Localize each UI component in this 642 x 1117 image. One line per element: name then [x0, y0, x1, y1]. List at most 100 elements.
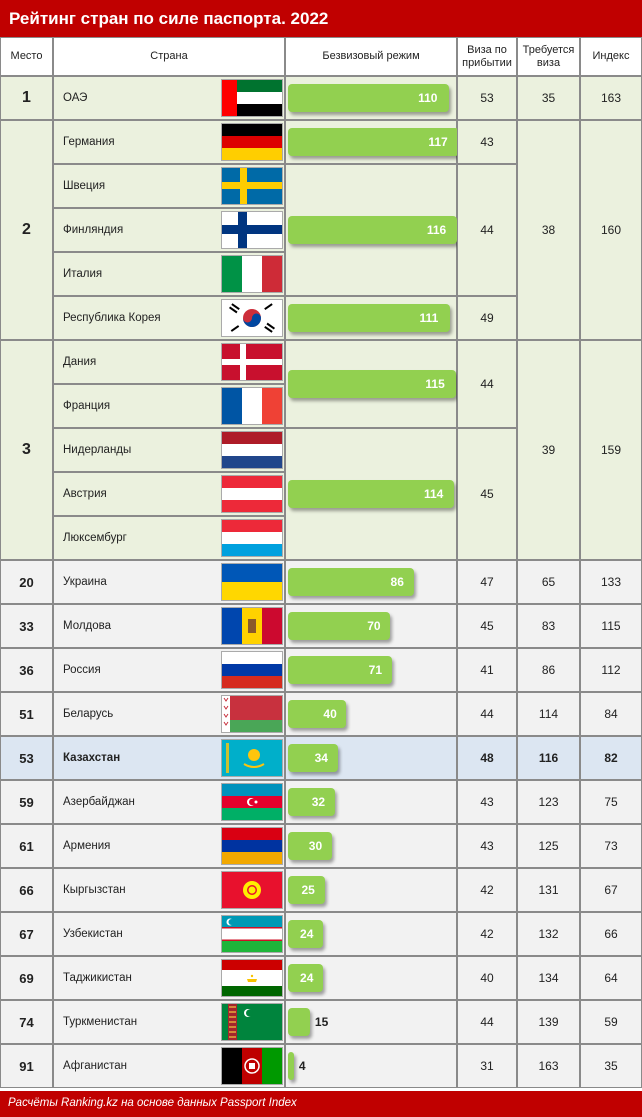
header-country: Страна	[53, 37, 285, 76]
index-cell: 66	[580, 912, 642, 956]
visa-free-value-label: 34	[314, 751, 328, 765]
visa-required-cell: 163	[517, 1044, 580, 1088]
index-cell: 35	[580, 1044, 642, 1088]
index-cell: 84	[580, 692, 642, 736]
sweden-flag-icon	[221, 167, 283, 205]
index-cell: 133	[580, 560, 642, 604]
visa-required-cell: 139	[517, 1000, 580, 1044]
index-cell: 159	[580, 340, 642, 560]
index-cell: 112	[580, 648, 642, 692]
visa-on-arrival-cell: 49	[457, 296, 517, 340]
rank-cell: 67	[0, 912, 53, 956]
index-cell: 67	[580, 868, 642, 912]
visa-free-value-label: 111	[419, 311, 439, 325]
italy-flag-icon	[221, 255, 283, 293]
visa-on-arrival-cell: 40	[457, 956, 517, 1000]
armenia-flag-icon	[221, 827, 283, 865]
visa-free-value-label: 24	[300, 927, 314, 941]
kyrgyzstan-flag-icon	[221, 871, 283, 909]
visa-on-arrival-cell: 42	[457, 868, 517, 912]
kazakhstan-flag-icon	[221, 739, 283, 777]
index-cell: 73	[580, 824, 642, 868]
index-cell: 160	[580, 120, 642, 340]
rank-cell: 74	[0, 1000, 53, 1044]
rank-cell: 66	[0, 868, 53, 912]
russia-flag-icon	[221, 651, 283, 689]
visa-free-value-label: 32	[311, 795, 326, 809]
visa-free-bar-51	[288, 700, 347, 728]
rank-cell: 51	[0, 692, 53, 736]
rank-cell: 20	[0, 560, 53, 604]
visa-required-cell: 114	[517, 692, 580, 736]
rank-cell: 36	[0, 648, 53, 692]
netherlands-flag-icon	[221, 431, 283, 469]
korea-flag-icon	[221, 299, 283, 337]
visa-required-cell: 65	[517, 560, 580, 604]
visa-required-cell: 86	[517, 648, 580, 692]
header-index: Индекс	[580, 37, 642, 76]
visa-required-cell: 35	[517, 76, 580, 120]
visa-free-bar-20	[288, 568, 414, 596]
visa-free-value-label: 15	[314, 1015, 329, 1029]
page-title: Рейтинг стран по силе паспорта. 2022	[0, 0, 642, 37]
visa-on-arrival-cell: 44	[457, 164, 517, 296]
rank-cell: 2	[0, 120, 53, 340]
visa-free-bar-2-1	[288, 216, 458, 244]
visa-required-cell: 125	[517, 824, 580, 868]
visa-free-value-label: 70	[367, 619, 381, 633]
visa-free-bar-59	[288, 788, 335, 816]
rank-cell: 61	[0, 824, 53, 868]
visa-free-bar-2-2	[288, 304, 451, 332]
rank-cell: 1	[0, 76, 53, 120]
uae-flag-icon	[221, 79, 283, 117]
visa-on-arrival-cell: 45	[457, 604, 517, 648]
visa-free-value-label: 40	[323, 707, 337, 721]
header-visa-free: Безвизовый режим	[285, 37, 457, 76]
index-cell: 64	[580, 956, 642, 1000]
visa-free-bar-33	[288, 612, 391, 640]
index-cell: 75	[580, 780, 642, 824]
visa-on-arrival-cell: 44	[457, 692, 517, 736]
visa-on-arrival-cell: 45	[457, 428, 517, 560]
index-cell: 163	[580, 76, 642, 120]
visa-free-bar-66	[288, 876, 325, 904]
visa-on-arrival-cell: 43	[457, 824, 517, 868]
visa-free-value-label: 30	[308, 839, 323, 853]
index-cell: 59	[580, 1000, 642, 1044]
azerbaijan-flag-icon	[221, 783, 283, 821]
rank-cell: 33	[0, 604, 53, 648]
visa-free-value-label: 110	[418, 91, 438, 105]
visa-free-bar-3-1	[288, 480, 455, 508]
visa-free-value-label: 25	[301, 883, 315, 897]
visa-on-arrival-cell: 44	[457, 340, 517, 428]
germany-flag-icon	[221, 123, 283, 161]
visa-free-bar-36	[288, 656, 392, 684]
uzbekistan-flag-icon	[221, 915, 283, 953]
tajikistan-flag-icon	[221, 959, 283, 997]
visa-on-arrival-cell: 43	[457, 780, 517, 824]
visa-free-bar-74	[288, 1008, 310, 1036]
visa-free-bar-53	[288, 744, 338, 772]
denmark-flag-icon	[221, 343, 283, 381]
visa-free-bar-1-0	[288, 84, 449, 112]
visa-free-bar-61	[288, 832, 332, 860]
visa-free-bar-69	[288, 964, 324, 992]
visa-free-value-label: 117	[428, 135, 448, 149]
rank-cell: 3	[0, 340, 53, 560]
rank-cell: 53	[0, 736, 53, 780]
source-footnote: Расчёты Ranking.kz на основе данных Pass…	[0, 1091, 642, 1117]
austria-flag-icon	[221, 475, 283, 513]
visa-required-cell: 132	[517, 912, 580, 956]
index-cell: 82	[580, 736, 642, 780]
visa-required-cell: 38	[517, 120, 580, 340]
visa-on-arrival-cell: 42	[457, 912, 517, 956]
visa-free-bar-91	[288, 1052, 294, 1080]
visa-on-arrival-cell: 43	[457, 120, 517, 164]
header-visa-required: Требуется виза	[517, 37, 580, 76]
visa-free-value-label: 86	[390, 575, 404, 589]
rank-cell: 69	[0, 956, 53, 1000]
france-flag-icon	[221, 387, 283, 425]
visa-free-value-label: 115	[425, 377, 445, 391]
visa-free-bar-67	[288, 920, 324, 948]
turkmenistan-flag-icon	[221, 1003, 283, 1041]
